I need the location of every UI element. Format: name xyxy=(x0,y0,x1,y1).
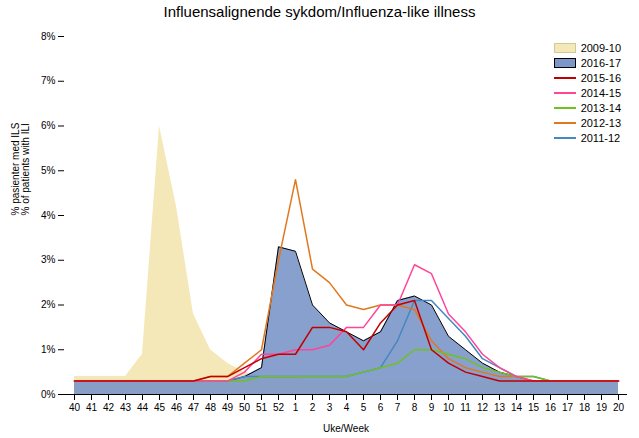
svg-text:44: 44 xyxy=(137,402,149,413)
html-text:2014-15: 2014-15 xyxy=(580,86,621,99)
svg-text:40: 40 xyxy=(69,402,81,413)
svg-text:16: 16 xyxy=(545,402,557,413)
html-text:2012-13: 2012-13 xyxy=(580,116,621,129)
svg-text:19: 19 xyxy=(596,402,608,413)
svg-text:% pasienter med ILS% of patien: % pasienter med ILS% of patients with IL… xyxy=(10,122,31,215)
svg-text:15: 15 xyxy=(528,402,540,413)
svg-text:6: 6 xyxy=(378,402,384,413)
html-text:2016-17: 2016-17 xyxy=(580,56,621,69)
html-text:2013-14: 2013-14 xyxy=(580,101,621,114)
svg-text:20: 20 xyxy=(613,402,625,413)
svg-text:3: 3 xyxy=(327,402,333,413)
svg-text:4%: 4% xyxy=(41,210,56,221)
svg-text:43: 43 xyxy=(120,402,132,413)
svg-text:Uke/Week: Uke/Week xyxy=(323,423,370,434)
svg-text:1: 1 xyxy=(293,402,299,413)
svg-text:7: 7 xyxy=(395,402,401,413)
svg-text:5%: 5% xyxy=(41,165,56,176)
svg-text:11: 11 xyxy=(460,402,471,413)
svg-text:12: 12 xyxy=(477,402,489,413)
svg-text:42: 42 xyxy=(103,402,115,413)
svg-text:4: 4 xyxy=(344,402,350,413)
svg-text:2: 2 xyxy=(310,402,316,413)
svg-text:52: 52 xyxy=(273,402,285,413)
html-text:2009-10: 2009-10 xyxy=(580,41,621,54)
html-text:Influensalignende sykdom/Influ: Influensalignende sykdom/Influenza-like … xyxy=(163,3,476,20)
svg-text:5: 5 xyxy=(361,402,367,413)
svg-text:7%: 7% xyxy=(41,75,56,86)
svg-text:0%: 0% xyxy=(41,389,56,400)
svg-text:45: 45 xyxy=(154,402,166,413)
svg-text:17: 17 xyxy=(562,402,574,413)
svg-text:46: 46 xyxy=(171,402,183,413)
svg-text:51: 51 xyxy=(256,402,268,413)
svg-text:10: 10 xyxy=(443,402,455,413)
svg-text:8: 8 xyxy=(412,402,418,413)
svg-text:50: 50 xyxy=(239,402,251,413)
svg-text:41: 41 xyxy=(86,402,98,413)
svg-text:2%: 2% xyxy=(41,299,56,310)
svg-text:18: 18 xyxy=(579,402,591,413)
svg-text:8%: 8% xyxy=(41,31,56,42)
svg-text:13: 13 xyxy=(494,402,506,413)
svg-text:3%: 3% xyxy=(41,254,56,265)
svg-text:6%: 6% xyxy=(41,120,56,131)
svg-text:48: 48 xyxy=(205,402,217,413)
svg-text:1%: 1% xyxy=(41,344,56,355)
svg-text:49: 49 xyxy=(222,402,234,413)
html-text:2015-16: 2015-16 xyxy=(580,71,621,84)
svg-text:9: 9 xyxy=(429,402,435,413)
svg-text:47: 47 xyxy=(188,402,200,413)
html-text:2011-12: 2011-12 xyxy=(580,131,621,144)
svg-text:14: 14 xyxy=(511,402,523,413)
